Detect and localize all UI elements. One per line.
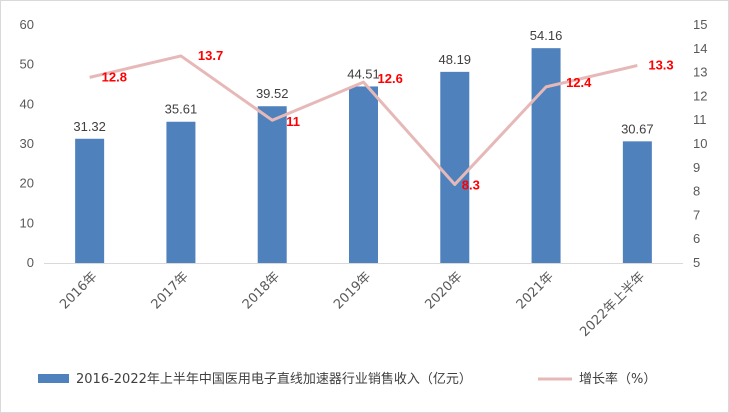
bar-value-label: 35.61: [165, 102, 198, 117]
bar-6: [531, 48, 561, 264]
growth-value-label: 13.7: [198, 48, 223, 63]
growth-value-label: 12.4: [566, 75, 592, 90]
y-right-tick-label: 9: [693, 160, 700, 175]
bar-value-label: 39.52: [256, 86, 289, 101]
y-right-tick-label: 8: [693, 184, 700, 199]
bar-value-label: 54.16: [530, 28, 563, 43]
growth-value-label: 13.3: [648, 57, 673, 72]
y-left-tick-label: 20: [20, 176, 34, 191]
growth-value-label: 12.6: [378, 71, 403, 86]
x-tick-label: 2022年上半年: [577, 269, 648, 340]
x-tick-label: 2019年: [331, 269, 374, 312]
legend-line-label: 增长率（%）: [579, 371, 656, 387]
y-left-tick-label: 40: [20, 96, 34, 111]
bar-1: [75, 138, 105, 263]
growth-value-label: 12.8: [102, 69, 127, 84]
bar-2: [166, 121, 196, 263]
growth-value-label: 8.3: [462, 177, 480, 192]
y-right-tick-label: 10: [693, 136, 707, 151]
y-right-tick-label: 12: [693, 88, 707, 103]
y-left-tick-label: 60: [20, 17, 34, 32]
growth-value-label: 11: [286, 114, 300, 129]
y-right-tick-label: 6: [693, 231, 700, 246]
y-left-tick-label: 30: [20, 136, 34, 151]
legend-bar-label: 2016-2022年上半年中国医用电子直线加速器行业销售收入（亿元）: [76, 371, 472, 387]
y-left-tick-label: 0: [27, 255, 34, 270]
legend-bar-swatch: [38, 374, 69, 383]
x-tick-label: 2021年: [514, 269, 557, 312]
y-right-tick-label: 13: [693, 65, 707, 80]
bar-5: [440, 71, 470, 263]
y-right-tick-label: 11: [693, 112, 707, 127]
y-left-tick-label: 50: [20, 57, 34, 72]
x-tick-label: 2017年: [149, 269, 192, 312]
y-left-tick-label: 10: [20, 215, 34, 230]
x-tick-label: 2016年: [57, 269, 100, 312]
bar-value-label: 48.19: [439, 52, 472, 67]
bar-7: [622, 141, 652, 263]
x-tick-label: 2018年: [240, 269, 283, 312]
y-right-tick-label: 7: [693, 207, 700, 222]
bar-value-label: 30.67: [621, 121, 654, 136]
bar-4: [349, 86, 378, 263]
bar-value-label: 31.32: [73, 119, 106, 134]
y-right-tick-label: 15: [693, 17, 707, 32]
y-right-tick-label: 14: [693, 41, 707, 56]
growth-rate-line: [89, 54, 638, 186]
bar-value-label: 44.51: [347, 66, 380, 81]
y-right-tick-label: 5: [693, 255, 700, 270]
x-tick-label: 2020年: [422, 269, 465, 312]
bar-3: [257, 106, 287, 263]
